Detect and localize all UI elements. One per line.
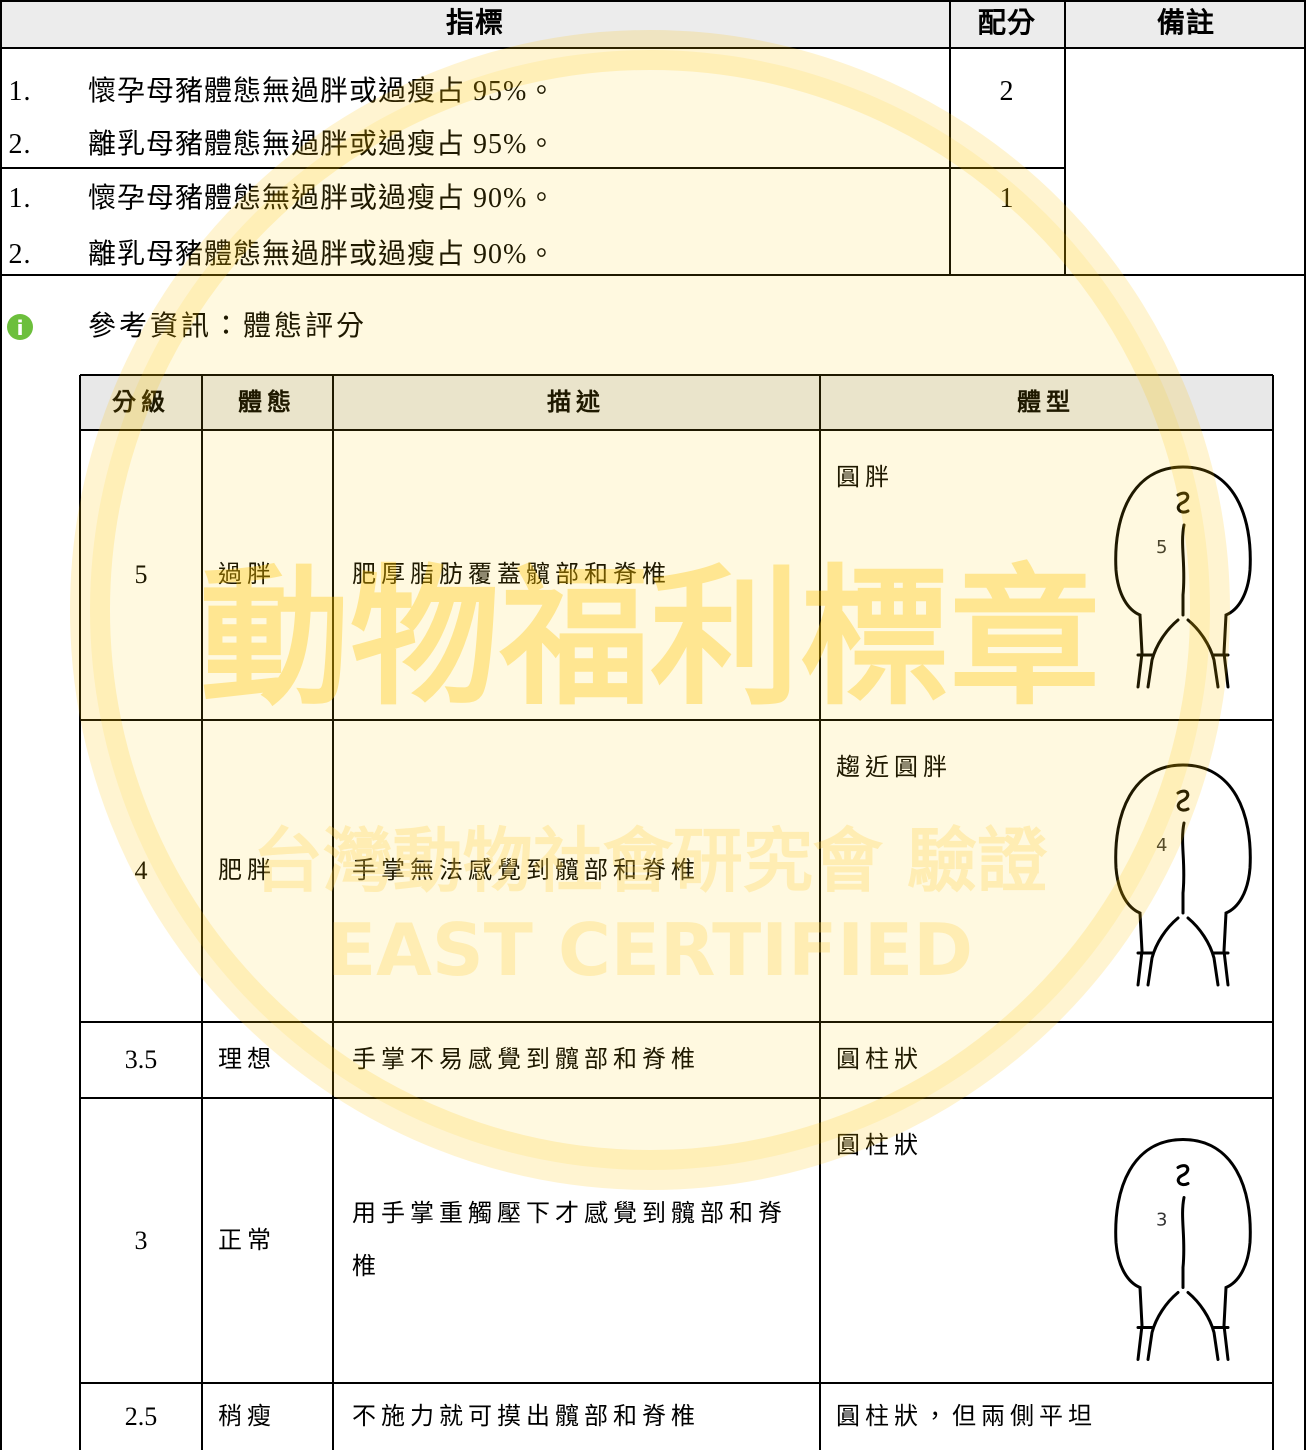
condition: 稍瘦 xyxy=(218,1404,276,1430)
condition: 肥胖 xyxy=(218,858,276,884)
column-header: 分級 xyxy=(112,390,170,416)
condition: 理想 xyxy=(218,1047,276,1073)
column-header: 描述 xyxy=(547,390,605,416)
info-icon-glyph: i xyxy=(17,316,24,340)
shape: 圓柱狀，但兩側平坦 xyxy=(836,1404,1097,1430)
description: 手掌無法感覺到髖部和脊椎 xyxy=(352,858,700,884)
item-text: 懷孕母豬體態無過胖或過瘦占 95%。 xyxy=(88,76,557,107)
column-header: 備註 xyxy=(1156,8,1216,39)
item-text: 離乳母豬體態無過胖或過瘦占 90%。 xyxy=(88,239,557,270)
info-icon xyxy=(7,314,33,340)
column-header: 配分 xyxy=(977,8,1037,39)
shape: 圓柱狀 xyxy=(836,1047,923,1073)
item-number: 2. xyxy=(8,239,32,270)
condition: 過胖 xyxy=(218,562,276,588)
pig-figure: 5 xyxy=(1114,465,1252,689)
column-header: 體型 xyxy=(1017,390,1075,416)
header-fill xyxy=(1,1,1305,48)
item-number: 1. xyxy=(8,76,32,107)
inner-header-fill xyxy=(80,375,1273,430)
condition: 正常 xyxy=(218,1227,276,1254)
column-header: 體態 xyxy=(238,390,296,416)
shape: 圓胖 xyxy=(836,465,894,491)
item-text: 離乳母豬體態無過胖或過瘦占 95%。 xyxy=(88,129,557,160)
column-header: 指標 xyxy=(445,8,505,39)
figure-label: 4 xyxy=(1156,835,1167,856)
figure-label: 3 xyxy=(1156,1210,1167,1231)
pig-figure: 4 xyxy=(1114,763,1252,987)
grade: 5 xyxy=(134,560,148,589)
score: 2 xyxy=(999,76,1015,107)
grade: 3.5 xyxy=(124,1045,158,1074)
description: 不施力就可摸出髖部和脊椎 xyxy=(352,1404,700,1430)
figure-label: 5 xyxy=(1156,537,1167,558)
description: 肥厚脂肪覆蓋髖部和脊椎 xyxy=(352,562,671,588)
description: 用手掌重觸壓下才感覺到髖部和脊椎 xyxy=(352,1200,787,1280)
shape: 趨近圓胖 xyxy=(836,755,952,781)
item-number: 1. xyxy=(8,183,32,214)
reference-title: 參考資訊：體態評分 xyxy=(88,311,368,342)
grade: 2.5 xyxy=(124,1402,158,1431)
description: 手掌不易感覺到髖部和脊椎 xyxy=(352,1047,700,1073)
score: 1 xyxy=(999,183,1015,214)
grade: 3 xyxy=(134,1225,148,1255)
shape: 圓柱狀 xyxy=(836,1133,923,1159)
item-text: 懷孕母豬體態無過胖或過瘦占 90%。 xyxy=(88,183,557,214)
pig-figure: 3 xyxy=(1114,1138,1252,1361)
grade: 4 xyxy=(134,856,148,885)
item-number: 2. xyxy=(8,129,32,160)
